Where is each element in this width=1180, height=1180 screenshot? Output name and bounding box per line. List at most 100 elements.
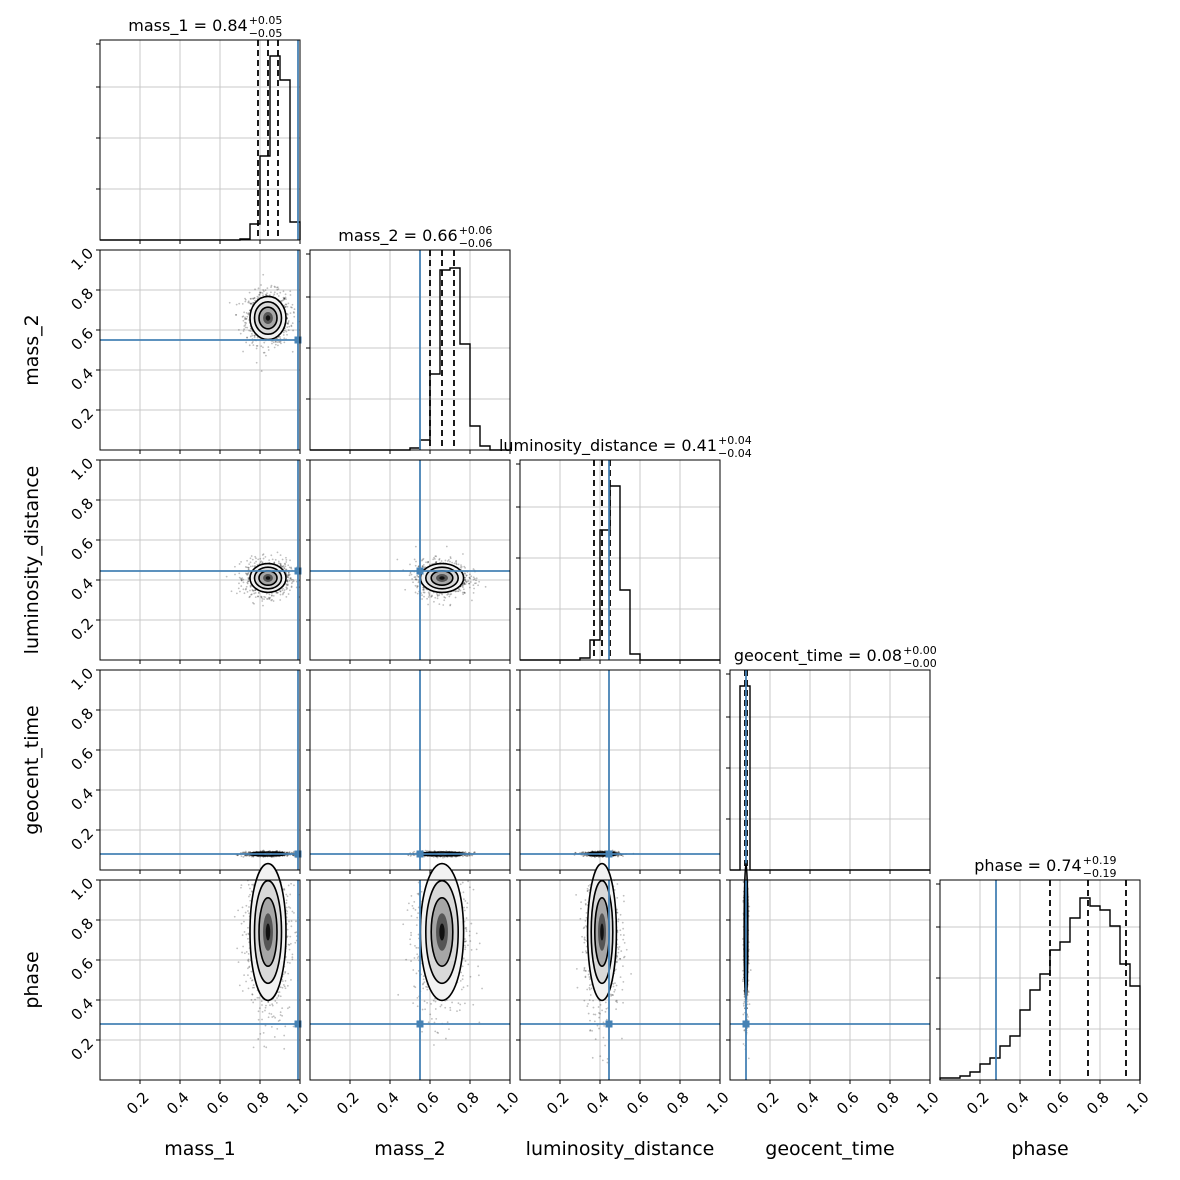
sample-point [289, 589, 291, 592]
sample-point [285, 588, 288, 591]
sample-point [454, 596, 457, 599]
sample-point [247, 568, 250, 571]
sample-point [243, 311, 246, 314]
sample-point [255, 344, 258, 347]
sample-point [281, 593, 284, 596]
sample-point [247, 577, 250, 580]
sample-point [434, 596, 437, 599]
sample-point [282, 331, 285, 334]
sample-point [396, 558, 399, 561]
sample-point [423, 591, 426, 594]
sample-point [413, 850, 416, 853]
sample-point [422, 586, 424, 589]
sample-point [248, 312, 250, 314]
sample-point [253, 592, 256, 595]
sample-point [234, 565, 236, 568]
sample-point [285, 558, 288, 561]
sample-point [262, 604, 264, 607]
sample-point [262, 553, 265, 556]
sample-point [240, 585, 243, 587]
y-tick-label: 0.8 [67, 284, 97, 314]
sample-point [244, 297, 246, 300]
sample-point [280, 300, 283, 302]
sample-point [251, 565, 254, 568]
sample-point [428, 593, 431, 595]
sample-point [443, 599, 446, 602]
sample-point [239, 577, 242, 580]
histogram-mass_2 [310, 267, 510, 451]
y-tick-label: 0.4 [67, 784, 97, 814]
title-label: mass_1 = 0.84 [128, 16, 247, 36]
sample-point [472, 592, 475, 594]
sample-point [449, 560, 451, 563]
sample-point [268, 559, 271, 561]
sample-point [468, 576, 471, 579]
sample-point [245, 587, 247, 590]
sample-point [240, 579, 243, 582]
sample-point [434, 555, 437, 558]
sample-point [287, 320, 290, 322]
sample-point [469, 577, 472, 580]
sample-point [250, 302, 253, 305]
sample-point [292, 329, 294, 332]
sample-point [291, 306, 293, 309]
sample-point [244, 572, 247, 575]
sample-point [266, 287, 269, 290]
sample-point [414, 564, 417, 567]
sample-point [292, 578, 294, 581]
y-tick-label: 1.0 [67, 454, 97, 484]
sample-point [246, 566, 249, 569]
title-mass_1: mass_1 = 0.84 [128, 16, 247, 36]
sample-point [237, 328, 240, 331]
sample-point [279, 291, 282, 294]
sample-point [461, 584, 464, 587]
sample-point [484, 585, 487, 588]
sample-point [285, 561, 288, 563]
sample-point [237, 587, 240, 590]
sample-point [274, 343, 277, 346]
sample-point [264, 289, 267, 292]
sample-point [275, 591, 278, 594]
sample-point [238, 302, 241, 305]
sample-point [453, 562, 456, 565]
truth-marker [294, 336, 302, 344]
sample-point [230, 590, 233, 593]
sample-point [251, 341, 254, 343]
sample-point [244, 324, 247, 326]
sample-point [276, 288, 279, 291]
sample-point [279, 562, 282, 565]
sample-point [282, 592, 285, 595]
sample-point [287, 574, 290, 576]
title-plus-mass_2: +0.06 [459, 224, 493, 237]
sample-point [424, 566, 426, 568]
sample-point [465, 580, 468, 583]
sample-point [262, 273, 265, 276]
sample-point [258, 293, 261, 296]
sample-point [250, 297, 252, 300]
sample-point [291, 580, 294, 583]
sample-point [282, 298, 285, 301]
sample-point [289, 559, 291, 562]
sample-point [472, 578, 475, 581]
sample-point [242, 319, 245, 322]
panel-geocent_time-mass_1: 0.20.40.60.81.0 [67, 664, 302, 874]
sample-point [248, 344, 251, 347]
panel-frame [99, 249, 301, 451]
sample-point [286, 305, 289, 308]
sample-point [272, 594, 275, 597]
sample-point [421, 594, 423, 597]
sample-point [292, 580, 295, 582]
density-contour-4 [439, 576, 445, 580]
sample-point [246, 581, 249, 584]
sample-point [451, 561, 454, 564]
sample-point [422, 588, 425, 591]
sample-point [273, 291, 276, 294]
sample-point [253, 334, 256, 337]
sample-point [457, 590, 460, 593]
sample-point [288, 325, 291, 328]
sample-point [274, 340, 277, 343]
sample-point [415, 578, 418, 581]
y-tick-label: 0.4 [67, 364, 97, 394]
sample-point [282, 290, 285, 293]
